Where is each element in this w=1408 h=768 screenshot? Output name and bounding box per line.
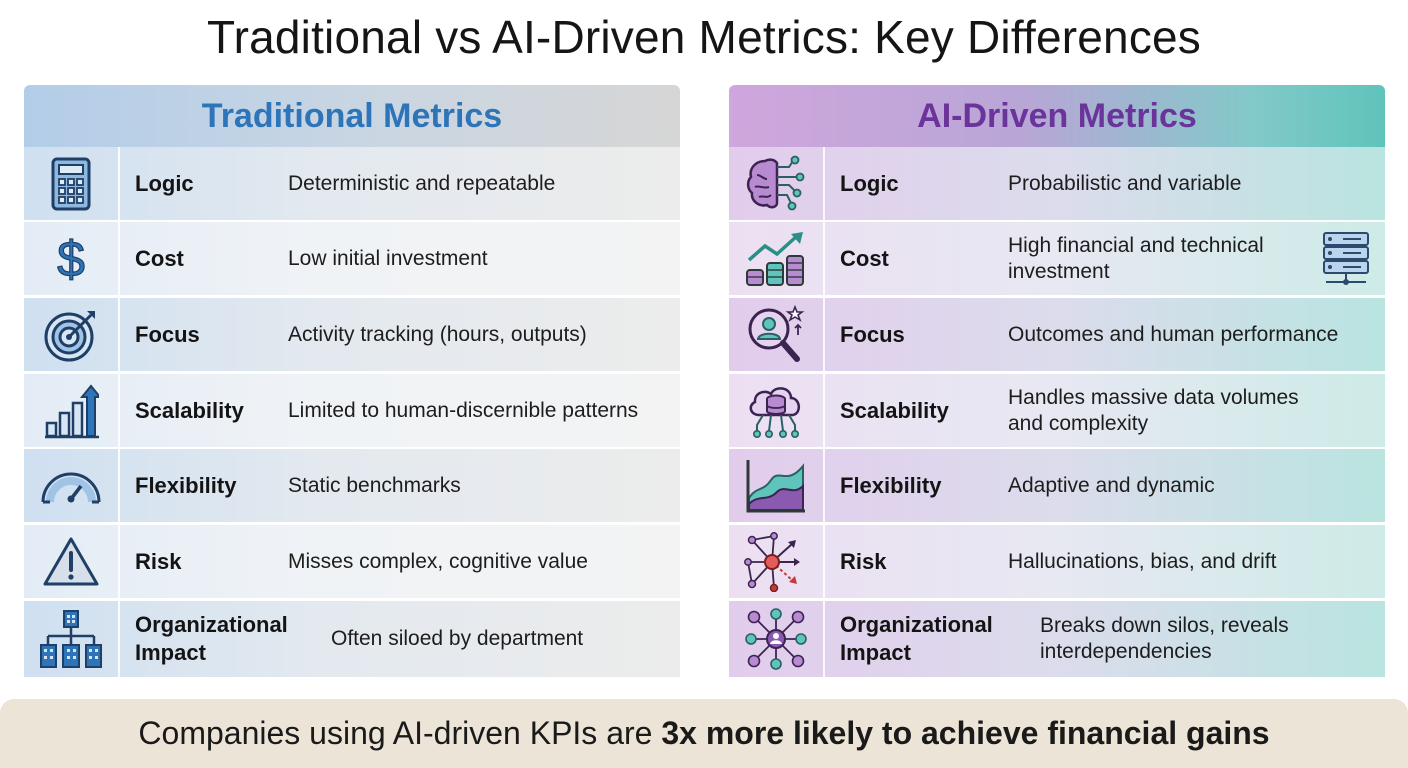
row-value: Deterministic and repeatable: [288, 171, 556, 195]
ai-metrics-panel: AI-Driven Metrics Logic Probabilistic an…: [729, 85, 1385, 677]
target-icon: [44, 310, 95, 361]
bar-growth-icon: [45, 383, 99, 438]
dollar-icon: $: [56, 232, 85, 286]
row-value: Adaptive and dynamic: [1008, 473, 1215, 497]
row-label: Cost: [135, 245, 184, 271]
ai-row-cost: Cost High financial and technical invest…: [729, 222, 1385, 295]
row-label: Logic: [135, 170, 194, 196]
network-risk-icon: [744, 531, 800, 592]
ai-row-flexibility: Flexibility Adaptive and dynamic: [729, 449, 1385, 522]
traditional-metrics-panel: Traditional Metrics Logic Deterministic …: [24, 85, 680, 677]
row-value: Static benchmarks: [288, 473, 461, 497]
row-label: Organizational Impact: [840, 612, 993, 665]
ai-row-logic: Logic Probabilistic and variable: [729, 147, 1385, 220]
traditional-row-scalability: Scalability Limited to human-discernible…: [24, 374, 680, 447]
row-label: Flexibility: [840, 472, 942, 498]
person-search-icon: [748, 304, 805, 362]
traditional-row-organizational-impact: Organizational Impact Often siloed by de…: [24, 601, 680, 677]
brain-circuit-icon: [746, 155, 805, 210]
page-title: Traditional vs AI-Driven Metrics: Key Di…: [206, 11, 1202, 63]
row-value: Handles massive data volumes and complex…: [1008, 385, 1299, 435]
row-label: Organizational Impact: [135, 612, 288, 665]
row-value: Activity tracking (hours, outputs): [288, 322, 587, 346]
traditional-row-risk: Risk Misses complex, cognitive value: [24, 525, 680, 598]
row-label: Scalability: [840, 397, 949, 423]
footer-text: Companies using AI-driven KPIs are: [138, 715, 662, 751]
row-label: Focus: [135, 321, 200, 347]
row-label: Logic: [840, 170, 899, 196]
row-label: Focus: [840, 321, 905, 347]
coins-growth-icon: [746, 231, 804, 286]
svg-text:$: $: [57, 232, 85, 286]
row-value: Low initial investment: [288, 246, 488, 270]
server-rack-icon: [1323, 232, 1369, 285]
area-chart-icon: [746, 459, 805, 512]
traditional-metrics-header: Traditional Metrics: [24, 85, 680, 147]
gauge-icon: [41, 472, 101, 503]
row-value: Hallucinations, bias, and drift: [1008, 549, 1277, 573]
row-value: Often siloed by department: [331, 627, 584, 650]
ai-row-risk: Risk Hallucinations, bias, and drift: [729, 525, 1385, 598]
traditional-row-logic: Logic Deterministic and repeatable: [24, 147, 680, 220]
traditional-row-cost: $ Cost Low initial investment: [24, 222, 680, 295]
row-label: Cost: [840, 245, 889, 271]
row-label: Risk: [840, 548, 887, 574]
footer-highlight: 3x more likely to achieve financial gain…: [661, 715, 1270, 751]
traditional-row-focus: Focus Activity tracking (hours, outputs): [24, 298, 680, 371]
row-value: Breaks down silos, reveals interdependen…: [1040, 614, 1289, 663]
ai-metrics-header: AI-Driven Metrics: [729, 85, 1385, 147]
row-value: Misses complex, cognitive value: [288, 549, 588, 573]
warning-icon: [43, 537, 99, 585]
cloud-database-icon: [749, 386, 800, 438]
calculator-icon: [51, 157, 91, 210]
row-value: High financial and technical investment: [1008, 233, 1264, 283]
row-label: Flexibility: [135, 472, 237, 498]
ai-row-organizational-impact: Organizational Impact Breaks down silos,…: [729, 601, 1385, 677]
org-chart-icon: [40, 610, 102, 668]
people-network-icon: [745, 608, 807, 670]
row-value: Limited to human-discernible patterns: [288, 398, 639, 422]
row-value: Probabilistic and variable: [1008, 171, 1242, 195]
row-label: Risk: [135, 548, 182, 574]
footer-banner: Companies using AI-driven KPIs are 3x mo…: [0, 699, 1408, 768]
traditional-row-flexibility: Flexibility Static benchmarks: [24, 449, 680, 522]
ai-row-focus: Focus Outcomes and human performance: [729, 298, 1385, 371]
row-label: Scalability: [135, 397, 244, 423]
ai-row-scalability: Scalability Handles massive data volumes…: [729, 374, 1385, 447]
row-value: Outcomes and human performance: [1008, 322, 1339, 346]
